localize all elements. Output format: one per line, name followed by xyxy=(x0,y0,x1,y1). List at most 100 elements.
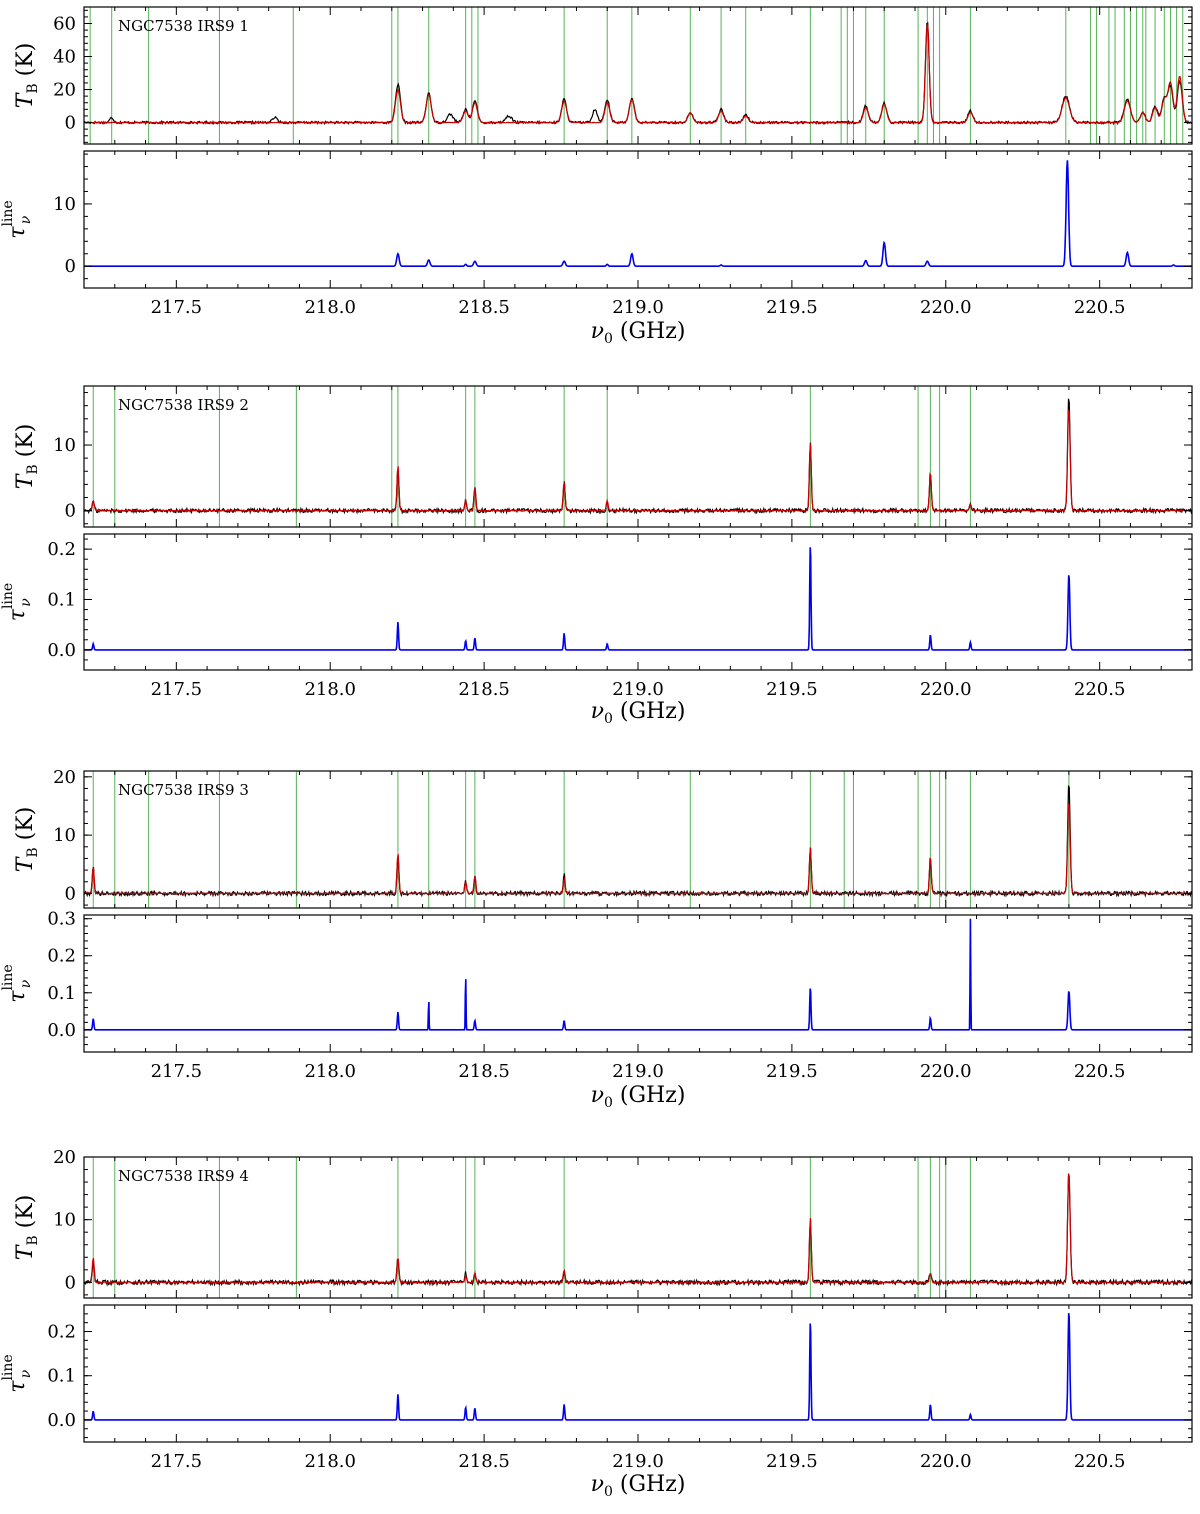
tb-axes-1: 0 20 40 60 NGC7538 IRS9 1 TB (K) xyxy=(13,6,1193,145)
y-tick-label: 20 xyxy=(53,80,76,101)
y-tick-label: 20 xyxy=(53,1147,76,1168)
y-tick-label: 0.2 xyxy=(47,1322,76,1343)
y-tick-label: 0 xyxy=(65,113,76,134)
x-tick-label: 218.5 xyxy=(458,1061,510,1082)
x-tick-label: 220.5 xyxy=(1074,1451,1126,1472)
panel-group-1: 0 20 40 60 NGC7538 IRS9 1 TB (K) 0 10 217.5 218.0… xyxy=(0,6,1193,347)
x-tick-label: 219.0 xyxy=(612,1061,664,1082)
frequency-axis-label: ν0 (GHz) xyxy=(591,1472,686,1500)
panel-group-2: 0 10 NGC7538 IRS9 2 TB (K) 0.0 0.1 0.2 217.5 218… xyxy=(0,385,1193,727)
y-tick-label: 0.0 xyxy=(47,1410,76,1431)
tau-axes-3: 0.0 0.1 0.2 0.3 217.5 218.0 218.5 219.0 219.5 220… xyxy=(0,909,1193,1082)
tb-frame xyxy=(83,385,1193,528)
x-tick-label: 219.5 xyxy=(766,679,818,700)
y-tick-label: 10 xyxy=(53,825,76,846)
observed-spectrum xyxy=(84,398,1192,515)
x-tick-label: 220.0 xyxy=(920,297,972,318)
y-tick-label: 10 xyxy=(53,194,76,215)
y-tick-label: 60 xyxy=(53,14,76,35)
x-tick-label: 220.0 xyxy=(920,1061,972,1082)
tb-plot-area xyxy=(84,7,1192,144)
y-tick-label: 0.2 xyxy=(47,946,76,967)
y-tick-label: 0.1 xyxy=(47,983,76,1004)
x-tick-label: 220.0 xyxy=(920,1451,972,1472)
tb-plot-area xyxy=(84,771,1192,908)
model-spectrum xyxy=(84,803,1192,895)
tau-plot-area xyxy=(84,547,1192,651)
y-tick-label: 0 xyxy=(65,501,76,522)
x-tick-label: 217.5 xyxy=(151,297,203,318)
x-tick-label: 219.0 xyxy=(612,1451,664,1472)
tb-axis-label: TB (K) xyxy=(13,807,41,873)
x-tick-label: 217.5 xyxy=(151,679,203,700)
tau-frame xyxy=(83,150,1193,289)
panel-group-3: 0 10 20 NGC7538 IRS9 3 TB (K) 0.0 0.1 0.2 0.3 217… xyxy=(0,767,1193,1111)
frequency-axis-label: ν0 (GHz) xyxy=(591,699,686,727)
y-tick-label: 0 xyxy=(65,256,76,277)
tb-plot-area xyxy=(84,386,1192,527)
y-tick-label: 0 xyxy=(65,1272,76,1293)
x-tick-label: 220.5 xyxy=(1074,297,1126,318)
tau-plot-area xyxy=(84,918,1192,1031)
frequency-axis-label: ν0 (GHz) xyxy=(591,319,686,347)
tau-spectrum xyxy=(84,160,1192,267)
observed-spectrum xyxy=(84,785,1192,898)
y-tick-label: 40 xyxy=(53,47,76,68)
y-tick-label: 10 xyxy=(53,435,76,456)
tb-plot-area xyxy=(84,1157,1192,1298)
x-tick-label: 218.0 xyxy=(304,1451,356,1472)
tb-axis-label: TB (K) xyxy=(13,43,41,109)
x-tick-label: 219.5 xyxy=(766,1451,818,1472)
x-tick-label: 218.0 xyxy=(304,1061,356,1082)
x-tick-label: 218.0 xyxy=(304,679,356,700)
y-tick-label: 0.0 xyxy=(47,1020,76,1041)
spectrum-name-label: NGC7538 IRS9 3 xyxy=(118,781,249,799)
y-tick-label: 10 xyxy=(53,1210,76,1231)
y-tick-label: 0.0 xyxy=(47,640,76,661)
model-spectrum xyxy=(84,1173,1192,1284)
frequency-axis-label: ν0 (GHz) xyxy=(591,1083,686,1111)
tau-frame xyxy=(83,914,1193,1053)
tau-plot-area xyxy=(84,1313,1192,1421)
y-tick-label: 0.1 xyxy=(47,589,76,610)
x-tick-label: 220.5 xyxy=(1074,1061,1126,1082)
x-tick-label: 219.0 xyxy=(612,297,664,318)
x-tick-label: 217.5 xyxy=(151,1451,203,1472)
tb-axis-label: TB (K) xyxy=(13,424,41,490)
tb-axes-2: 0 10 NGC7538 IRS9 2 TB (K) xyxy=(13,385,1193,528)
observed-spectrum xyxy=(84,1175,1192,1287)
tau-frame xyxy=(83,1304,1193,1443)
tau-axis-label: τline ν xyxy=(0,200,34,238)
model-spectrum xyxy=(84,22,1192,124)
tb-axes-4: 0 10 20 NGC7538 IRS9 4 TB (K) xyxy=(13,1147,1193,1299)
x-tick-label: 218.5 xyxy=(458,1451,510,1472)
x-tick-label: 217.5 xyxy=(151,1061,203,1082)
tau-spectrum xyxy=(84,1313,1192,1421)
tb-frame xyxy=(83,6,1193,145)
tb-axis-label: TB (K) xyxy=(13,1195,41,1261)
tau-frame xyxy=(83,533,1193,671)
panel-group-4: 0 10 20 NGC7538 IRS9 4 TB (K) 0.0 0.1 0.2 217.5 2… xyxy=(0,1147,1193,1500)
tau-axis-label: τline ν xyxy=(0,964,34,1002)
model-spectrum xyxy=(84,409,1192,513)
x-tick-label: 220.5 xyxy=(1074,679,1126,700)
x-tick-label: 219.5 xyxy=(766,297,818,318)
spectrum-name-label: NGC7538 IRS9 2 xyxy=(118,396,249,414)
tau-axes-4: 0.0 0.1 0.2 217.5 218.0 218.5 219.0 219.5 220.0 2… xyxy=(0,1304,1193,1472)
tau-axes-1: 0 10 217.5 218.0 218.5 219.0 219.5 220.0 220.5 τl… xyxy=(0,150,1193,318)
spectrum-name-label: NGC7538 IRS9 4 xyxy=(118,1167,249,1185)
tau-spectrum xyxy=(84,547,1192,651)
x-tick-label: 218.0 xyxy=(304,297,356,318)
y-tick-label: 20 xyxy=(53,767,76,788)
tau-axis-label: τline ν xyxy=(0,1354,34,1392)
tb-frame xyxy=(83,770,1193,909)
y-tick-label: 0.3 xyxy=(47,909,76,930)
tau-axis-label: τline ν xyxy=(0,583,34,621)
tb-axes-3: 0 10 20 NGC7538 IRS9 3 TB (K) xyxy=(13,767,1193,909)
y-tick-label: 0.2 xyxy=(47,539,76,560)
observed-spectrum xyxy=(84,21,1192,126)
x-tick-label: 219.0 xyxy=(612,679,664,700)
y-tick-label: 0.1 xyxy=(47,1366,76,1387)
x-tick-label: 219.5 xyxy=(766,1061,818,1082)
